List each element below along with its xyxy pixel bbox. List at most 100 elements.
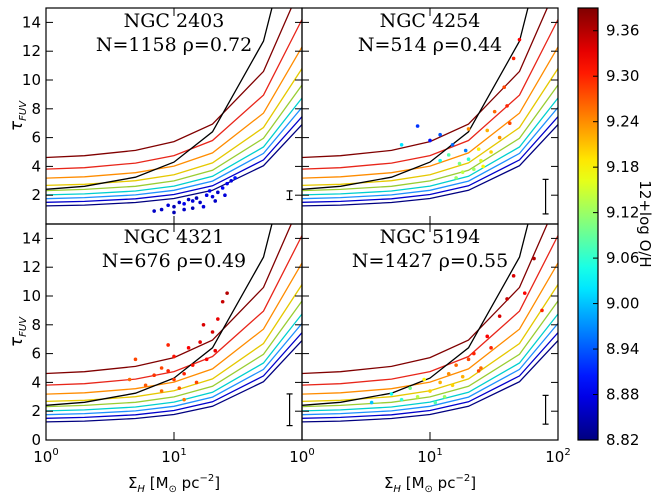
error-bar (286, 393, 293, 427)
data-point (210, 330, 215, 334)
data-point (194, 196, 199, 200)
tick-base: 10 (289, 448, 308, 466)
data-point (472, 351, 476, 356)
label-part: pc (433, 474, 456, 492)
plot-area (46, 8, 302, 215)
label-part: H (393, 484, 401, 495)
x-tick-label: 101 (161, 447, 186, 466)
y-tick-label: 2 (31, 186, 41, 204)
data-point (454, 363, 458, 367)
data-point (133, 357, 138, 362)
model-curve (46, 262, 302, 395)
tick-exponent: 1 (180, 447, 186, 458)
label-part: ⊙ (425, 484, 433, 495)
label-symbol: τ (7, 120, 27, 131)
data-point (213, 199, 218, 203)
model-curve (302, 97, 558, 196)
label-part: [M (401, 474, 425, 492)
data-point (479, 158, 483, 163)
model-curve (302, 116, 558, 203)
label-part: ⊙ (169, 484, 177, 495)
model-curve (302, 235, 558, 386)
data-point (446, 371, 451, 376)
data-point (502, 85, 507, 89)
label-part: Σ (384, 474, 393, 492)
data-point (207, 189, 212, 193)
data-point (190, 206, 195, 210)
data-point (177, 386, 182, 390)
model-curve (46, 84, 302, 192)
panel-title: NGC 4321 (124, 226, 225, 248)
data-point (225, 291, 229, 295)
model-curve (46, 8, 292, 159)
label-subscript: FUV (18, 316, 29, 337)
colorbar-tick-label: 9.30 (606, 67, 639, 85)
data-point (159, 389, 164, 393)
x-tick-label: 100 (33, 447, 58, 466)
data-point (517, 37, 522, 42)
data-point (172, 204, 176, 209)
panel-title: NGC 4254 (380, 10, 481, 32)
data-point (422, 377, 426, 382)
data-point (415, 395, 420, 399)
model-curve (46, 46, 302, 179)
data-point (182, 207, 186, 212)
data-point (463, 148, 468, 153)
data-point (190, 363, 195, 367)
data-point (159, 366, 164, 370)
data-point (201, 323, 206, 327)
data-point (466, 357, 471, 362)
data-point (438, 132, 442, 137)
data-point (450, 143, 455, 147)
model-curve (46, 332, 302, 419)
label-part: ] (470, 474, 476, 492)
data-point (472, 167, 476, 172)
colorbar-tick-label: 9.00 (606, 295, 639, 313)
y-tick-label: 10 (22, 287, 41, 305)
data-point (446, 153, 451, 157)
colorbar-tick-label: 8.82 (606, 431, 639, 449)
data-point (481, 164, 485, 169)
tick-base: 10 (33, 448, 52, 466)
data-point (177, 200, 182, 205)
data-point (152, 373, 156, 378)
model-curve (302, 106, 558, 200)
data-point (182, 397, 186, 402)
colorbar-tick-label: 9.18 (606, 158, 639, 176)
y-tick-label: 8 (31, 316, 41, 334)
y-tick-label: 8 (31, 100, 41, 118)
y-tick-label: 14 (22, 229, 41, 247)
y-tick-label: 12 (22, 42, 41, 60)
model-curve (46, 8, 273, 190)
label-part: −2 (199, 473, 214, 484)
data-point (476, 147, 481, 151)
data-point (204, 193, 209, 197)
label-part: ] (214, 474, 220, 492)
plot-area (46, 224, 302, 423)
x-axis-label: ΣH [M⊙ pc−2] (128, 473, 220, 495)
data-point (438, 158, 442, 163)
data-point (450, 383, 455, 388)
plot-area (302, 8, 558, 207)
data-point (204, 357, 209, 362)
data-point (489, 346, 493, 350)
data-point (166, 369, 170, 373)
y-tick-label: 12 (22, 258, 41, 276)
model-curve (46, 284, 302, 403)
data-point (457, 161, 462, 166)
tick-exponent: 0 (52, 447, 58, 458)
data-point (172, 354, 176, 359)
data-point (466, 127, 471, 131)
data-point (216, 317, 220, 321)
panel-title: NGC 2403 (124, 10, 225, 32)
model-curve (46, 235, 302, 386)
data-point (198, 340, 202, 344)
model-curve (46, 19, 302, 170)
data-point (497, 314, 502, 318)
model-curve (46, 300, 302, 408)
data-point (182, 371, 186, 376)
data-point (186, 346, 191, 350)
data-point (182, 202, 186, 206)
